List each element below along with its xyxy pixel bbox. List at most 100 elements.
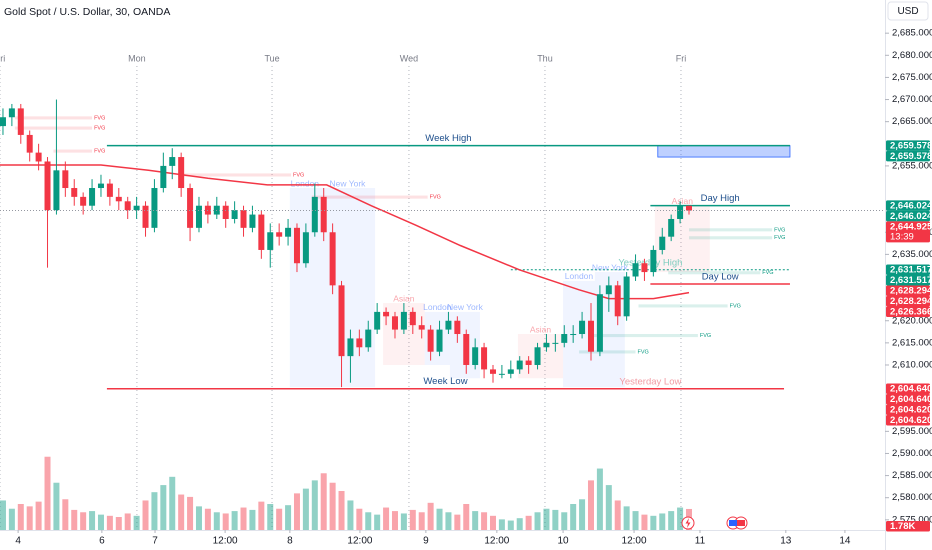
- candle-body: [641, 263, 648, 273]
- fvg-box: [53, 149, 93, 153]
- candle-body: [195, 205, 202, 228]
- volume-bar: [400, 513, 407, 530]
- candle-body: [409, 311, 416, 326]
- session-label: London: [423, 302, 452, 312]
- y-tick-label: 2,680.000: [892, 50, 932, 61]
- price-tag: [886, 414, 930, 426]
- level-label: Week Low: [423, 376, 467, 387]
- lightning-icon[interactable]: [681, 516, 695, 530]
- price-tag-label: 2,659.578: [890, 151, 932, 162]
- volume-bar: [632, 511, 639, 530]
- price-tag: [886, 200, 930, 211]
- fvg-label: FVG: [430, 195, 441, 201]
- volume-bar: [383, 507, 390, 530]
- volume-bar: [124, 513, 131, 530]
- x-tick-label: 8: [287, 536, 293, 547]
- candle-body: [587, 320, 594, 352]
- volume-bar: [552, 509, 559, 530]
- day-label: Fri: [676, 53, 687, 63]
- candle-body: [89, 188, 96, 206]
- candle-body: [329, 232, 336, 286]
- x-tick-label: 12:00: [347, 536, 372, 547]
- price-tag-label: 2,604.640: [890, 384, 932, 395]
- candle-body: [534, 347, 541, 365]
- candle-body: [53, 170, 60, 211]
- volume-bar: [276, 508, 283, 530]
- candle-body: [178, 157, 185, 189]
- x-tick-label: 11: [695, 536, 706, 547]
- session-label: London: [291, 178, 320, 188]
- candle-body: [463, 334, 470, 365]
- candle-body: [498, 373, 505, 375]
- currency-button[interactable]: [887, 1, 929, 21]
- volume-tag-label: 1.78K: [890, 521, 915, 532]
- day-label: Thu: [537, 53, 553, 63]
- price-tag: [886, 306, 930, 318]
- candle-body: [685, 205, 692, 211]
- volume-bar: [596, 468, 603, 530]
- y-tick-label: 2,635.000: [892, 249, 932, 260]
- volume-bar: [8, 508, 15, 530]
- level-label: Week High: [425, 133, 471, 144]
- candle-body: [142, 205, 149, 228]
- fvg-label: FVG: [94, 149, 105, 155]
- volume-bar: [106, 515, 113, 530]
- x-tick-label: 6: [99, 536, 105, 547]
- currency-label[interactable]: USD: [897, 6, 918, 17]
- price-tag: [886, 296, 930, 307]
- candle-body: [160, 165, 167, 189]
- volume-bar: [213, 512, 220, 530]
- volume-bar: [347, 500, 354, 530]
- volume-bar: [115, 517, 122, 530]
- volume-bar: [142, 500, 149, 530]
- y-tick-label: 2,585.000: [892, 470, 932, 481]
- flag-icon[interactable]: [726, 516, 748, 530]
- candle-body: [133, 205, 140, 211]
- volume-bar: [472, 511, 479, 530]
- candle-body: [338, 285, 345, 357]
- candle-body: [516, 360, 523, 370]
- candle-body: [151, 188, 158, 228]
- volume-bar: [623, 506, 630, 530]
- candle-body: [71, 188, 78, 197]
- candle-body: [62, 170, 69, 189]
- volume-bar: [427, 502, 434, 530]
- volume-bar: [151, 492, 158, 530]
- y-tick-label: 2,665.000: [892, 116, 932, 127]
- candle-body: [97, 183, 104, 189]
- volume-bar: [160, 485, 167, 530]
- fvg-box: [593, 334, 698, 338]
- x-tick-label: 13: [780, 536, 792, 547]
- candle-body: [302, 232, 309, 264]
- volume-bar: [659, 513, 666, 530]
- price-axis: 2,685.000 2,680.000 2,675.000 2,670.000 2,66…: [885, 28, 932, 532]
- volume-bar: [204, 508, 211, 530]
- candle-body: [293, 227, 300, 264]
- fvg-box: [638, 304, 728, 308]
- volume-bar: [89, 511, 96, 530]
- volume-bar: [677, 507, 684, 530]
- volume-bar: [481, 512, 488, 530]
- volume-bar: [570, 504, 577, 530]
- fvg-box: [579, 350, 636, 354]
- x-tick-label: 14: [839, 536, 851, 547]
- price-tag-label: 2,631.517: [890, 275, 932, 286]
- volume-bar: [409, 509, 416, 530]
- volume-bar: [311, 480, 318, 530]
- fvg-label: FVG: [774, 227, 785, 233]
- candle-body: [17, 108, 24, 135]
- candle-body: [659, 236, 666, 250]
- day-label: Mon: [128, 53, 146, 63]
- volume-bar: [320, 473, 327, 530]
- volume-bar: [62, 499, 69, 530]
- y-tick-label: 2,655.000: [892, 160, 932, 171]
- candle-body: [489, 369, 496, 374]
- candle-body: [365, 329, 372, 348]
- candle-body: [80, 196, 87, 206]
- candle-body: [668, 218, 675, 237]
- fvg-box: [688, 228, 773, 232]
- volume-bar: [293, 493, 300, 530]
- volume-bar: [267, 504, 274, 530]
- volume-bar: [498, 519, 505, 530]
